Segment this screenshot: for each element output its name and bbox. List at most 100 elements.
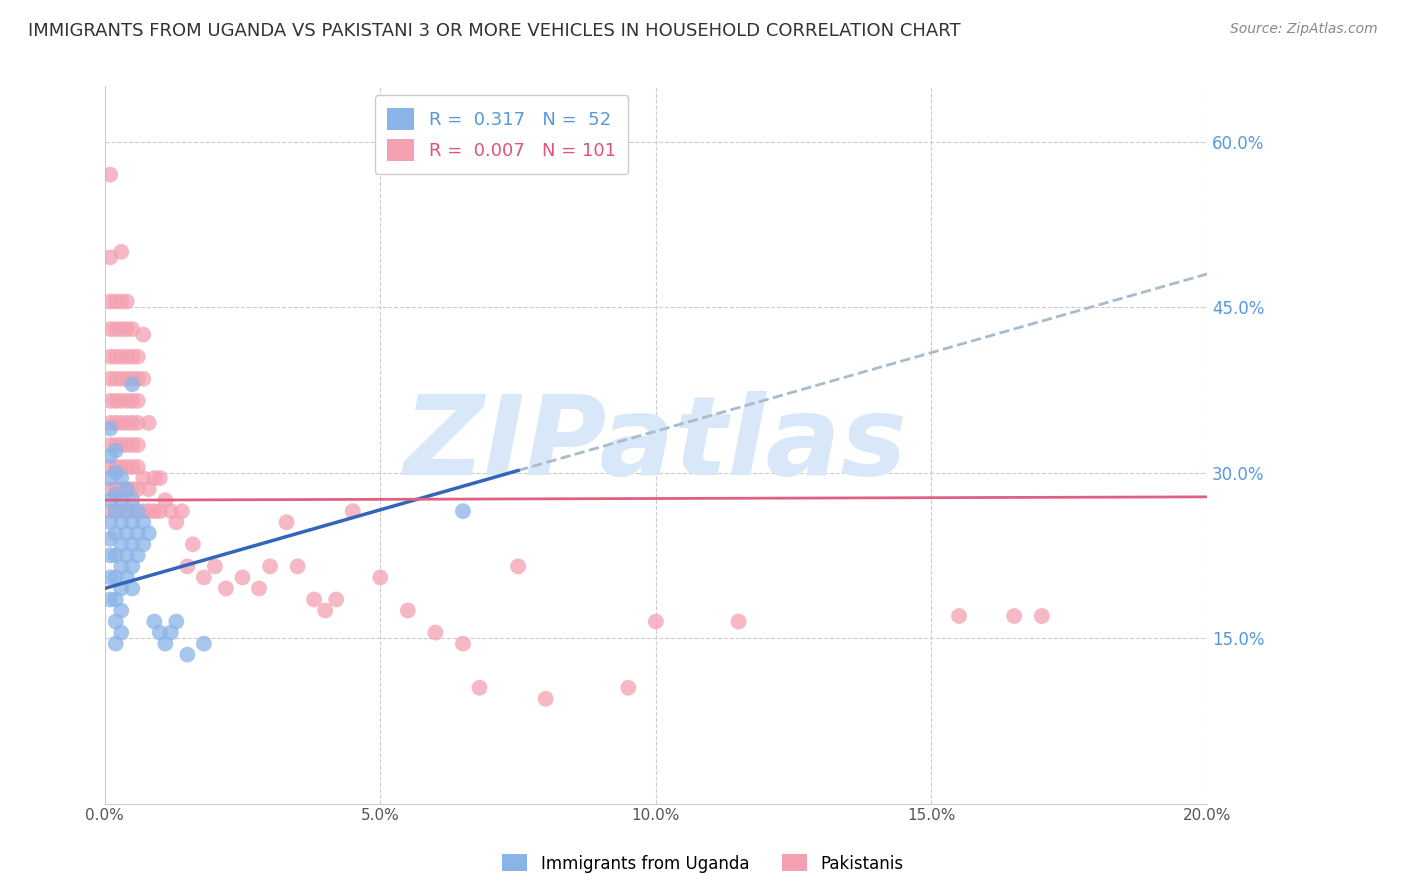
Point (149, 504, 172, 518)
Point (127, 350, 149, 364)
Point (104, 504, 127, 518)
Point (98, 372, 121, 386)
Point (115, 504, 138, 518)
Point (115, 350, 138, 364)
Point (127, 482, 149, 496)
Point (132, 515, 155, 529)
Point (159, 504, 181, 518)
Point (98, 482, 121, 496)
Point (155, 637, 177, 651)
Point (104, 443, 127, 458)
Point (165, 515, 187, 529)
Legend: R =  0.317   N =  52, R =  0.007   N = 101: R = 0.317 N = 52, R = 0.007 N = 101 (374, 95, 628, 174)
Point (170, 504, 193, 518)
Point (98, 350, 121, 364)
Point (121, 582, 143, 596)
Point (149, 471, 172, 485)
Point (115, 504, 138, 518)
Point (165, 615, 187, 629)
Point (104, 322, 127, 336)
Point (98, 438, 121, 452)
Point (98, 592, 121, 607)
Point (149, 625, 172, 640)
Point (110, 393, 132, 408)
Point (121, 377, 143, 392)
Point (121, 515, 143, 529)
Point (215, 582, 238, 596)
Point (104, 504, 127, 518)
Point (193, 637, 215, 651)
Point (302, 592, 325, 607)
Point (534, 691, 557, 706)
Point (193, 570, 215, 584)
Point (143, 471, 166, 485)
Point (506, 559, 529, 574)
Point (132, 471, 155, 485)
Point (155, 493, 177, 508)
Point (110, 603, 132, 617)
Point (204, 559, 226, 574)
Point (451, 504, 474, 518)
Point (425, 625, 447, 640)
Point (259, 559, 281, 574)
Point (98, 549, 121, 563)
Point (104, 549, 127, 563)
Point (115, 482, 138, 496)
Point (132, 537, 155, 551)
Point (127, 372, 149, 386)
Point (110, 460, 132, 475)
Point (138, 504, 160, 518)
Point (121, 460, 143, 475)
Point (110, 322, 132, 336)
Point (132, 372, 155, 386)
Point (115, 372, 138, 386)
Point (396, 603, 419, 617)
Point (98, 570, 121, 584)
Point (104, 294, 127, 309)
Point (104, 460, 127, 475)
Point (127, 504, 149, 518)
Point (110, 482, 132, 496)
Point (127, 460, 149, 475)
Point (143, 615, 166, 629)
Point (110, 582, 132, 596)
Text: ZIPatlas: ZIPatlas (404, 392, 908, 499)
Point (127, 526, 149, 541)
Point (325, 592, 347, 607)
Point (121, 322, 143, 336)
Point (110, 515, 132, 529)
Point (110, 471, 132, 485)
Point (121, 504, 143, 518)
Point (451, 637, 474, 651)
Point (115, 393, 138, 408)
Point (110, 625, 132, 640)
Point (314, 603, 336, 617)
Point (104, 570, 127, 584)
Point (121, 416, 143, 430)
Point (110, 537, 132, 551)
Point (110, 438, 132, 452)
Point (468, 681, 491, 695)
Text: IMMIGRANTS FROM UGANDA VS PAKISTANI 3 OR MORE VEHICLES IN HOUSEHOLD CORRELATION : IMMIGRANTS FROM UGANDA VS PAKISTANI 3 OR… (28, 22, 960, 40)
Point (110, 504, 132, 518)
Point (104, 637, 127, 651)
Point (1002, 609, 1025, 624)
Point (121, 350, 143, 364)
Point (176, 648, 198, 662)
Point (121, 559, 143, 574)
Point (121, 372, 143, 386)
Point (138, 416, 160, 430)
Point (115, 549, 138, 563)
Point (98, 532, 121, 546)
Point (104, 416, 127, 430)
Point (176, 559, 198, 574)
Point (132, 504, 155, 518)
Point (110, 350, 132, 364)
Point (115, 482, 138, 496)
Point (104, 393, 127, 408)
Text: Source: ZipAtlas.com: Source: ZipAtlas.com (1230, 22, 1378, 37)
Point (342, 504, 364, 518)
Point (98, 460, 121, 475)
Point (644, 615, 666, 629)
Point (121, 537, 143, 551)
